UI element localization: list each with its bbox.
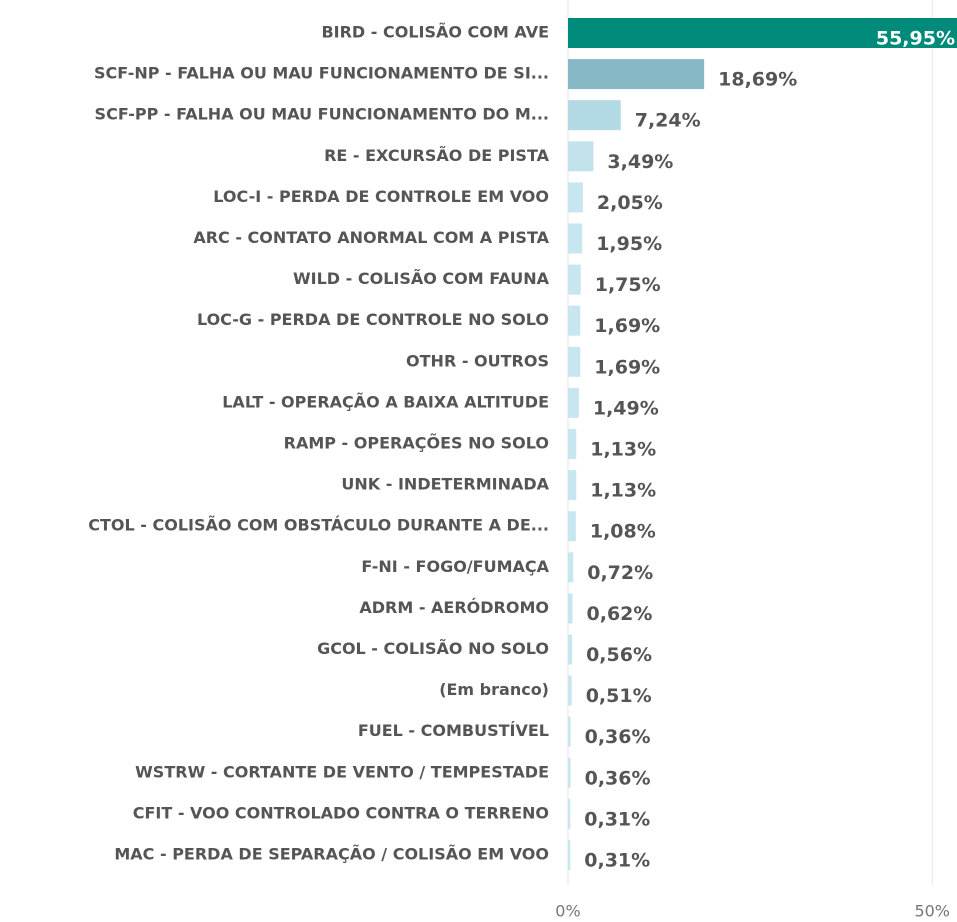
bar <box>568 264 581 295</box>
value-label: 1,13% <box>590 439 656 461</box>
value-label: 1,95% <box>596 233 662 255</box>
value-label: 0,36% <box>585 726 651 748</box>
bar <box>568 387 579 418</box>
category-label: LALT - OPERAÇÃO A BAIXA ALTITUDE <box>222 392 549 411</box>
category-label: ADRM - AERÓDROMO <box>359 598 549 617</box>
bar <box>568 182 583 213</box>
value-label: 1,69% <box>594 356 660 378</box>
category-label: OTHR - OUTROS <box>406 351 549 370</box>
bar <box>568 757 571 788</box>
category-label: SCF-NP - FALHA OU MAU FUNCIONAMENTO DE S… <box>94 64 549 83</box>
category-label: SCF-PP - FALHA OU MAU FUNCIONAMENTO DO M… <box>95 105 549 124</box>
value-label: 18,69% <box>718 69 797 91</box>
value-label: 0,62% <box>587 603 653 625</box>
category-label: CFIT - VOO CONTROLADO CONTRA O TERRENO <box>133 803 549 822</box>
bar <box>568 223 583 254</box>
bar <box>568 59 705 90</box>
category-label: FUEL - COMBUSTÍVEL <box>358 721 549 740</box>
value-label: 0,56% <box>586 644 652 666</box>
x-tick-label: 0% <box>555 902 580 921</box>
value-label: 0,72% <box>587 562 653 584</box>
bar <box>568 593 573 624</box>
category-label: MAC - PERDA DE SEPARAÇÃO / COLISÃO EM VO… <box>114 845 549 864</box>
value-label: 1,69% <box>594 315 660 337</box>
bar <box>568 100 621 131</box>
value-label: 1,49% <box>593 397 659 419</box>
value-label: 55,95% <box>876 28 955 50</box>
bar <box>568 675 572 706</box>
category-label: F-NI - FOGO/FUMAÇA <box>361 557 549 576</box>
category-label: GCOL - COLISÃO NO SOLO <box>317 639 549 658</box>
category-label: WSTRW - CORTANTE DE VENTO / TEMPESTADE <box>135 762 549 781</box>
bar <box>568 511 576 542</box>
category-label: LOC-I - PERDA DE CONTROLE EM VOO <box>213 187 549 206</box>
value-label: 0,31% <box>584 850 650 872</box>
bar <box>568 840 571 870</box>
bar <box>568 346 581 377</box>
category-label: CTOL - COLISÃO COM OBSTÁCULO DURANTE A D… <box>88 516 549 535</box>
category-label: WILD - COLISÃO COM FAUNA <box>293 269 550 288</box>
bar <box>568 634 573 665</box>
value-label: 1,13% <box>590 480 656 502</box>
bar <box>568 798 571 829</box>
bar <box>568 305 581 336</box>
bar <box>568 141 594 172</box>
category-label: RAMP - OPERAÇÕES NO SOLO <box>284 434 549 453</box>
value-label: 3,49% <box>607 151 673 173</box>
category-label: UNK - INDETERMINADA <box>341 475 549 494</box>
bar <box>568 470 577 501</box>
bar <box>568 552 574 583</box>
value-label: 1,75% <box>595 274 661 296</box>
value-label: 7,24% <box>635 110 701 132</box>
value-label: 2,05% <box>597 192 663 214</box>
category-label: RE - EXCURSÃO DE PISTA <box>324 146 550 165</box>
value-label: 0,51% <box>586 685 652 707</box>
category-label: ARC - CONTATO ANORMAL COM A PISTA <box>193 228 549 247</box>
bar <box>568 18 957 48</box>
bar <box>568 429 577 459</box>
category-label: BIRD - COLISÃO COM AVE <box>321 23 549 42</box>
value-label: 1,08% <box>590 521 656 543</box>
x-tick-label: 50% <box>914 902 950 921</box>
value-label: 0,36% <box>585 767 651 789</box>
value-label: 0,31% <box>584 808 650 830</box>
category-label: (Em branco) <box>439 680 549 699</box>
bar <box>568 716 571 747</box>
category-label: LOC-G - PERDA DE CONTROLE NO SOLO <box>197 310 549 329</box>
